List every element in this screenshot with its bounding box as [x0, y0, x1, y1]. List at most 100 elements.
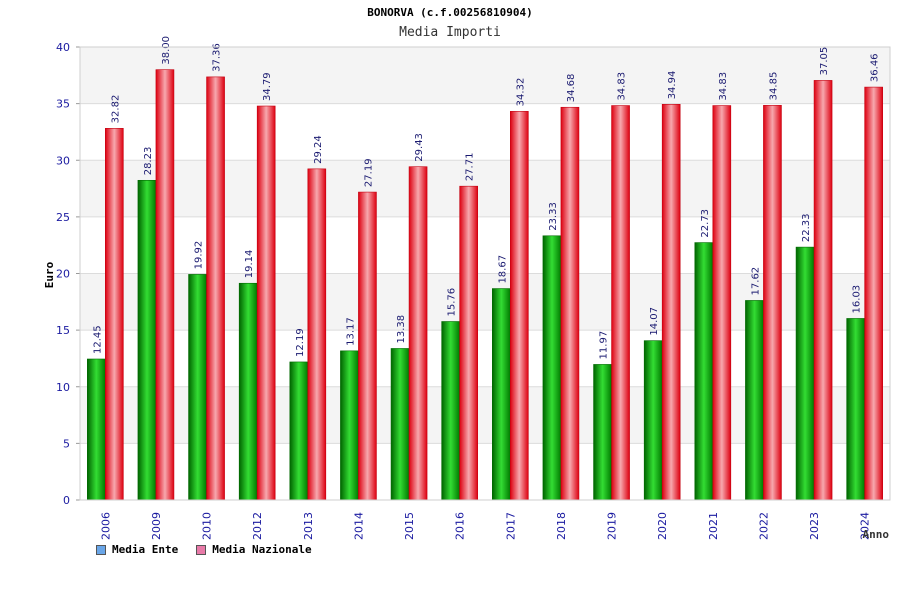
bar-media-nazionale-2016	[459, 185, 478, 501]
x-tick-label-2014: 2014	[352, 512, 365, 540]
value-label-media-ente-2024: 16.03	[852, 285, 863, 314]
value-label-media-ente-2010: 19.92	[194, 241, 205, 270]
value-label-media-ente-2017: 18.67	[497, 255, 508, 284]
value-label-media-ente-2009: 28.23	[143, 147, 154, 176]
bar-media-nazionale-2009	[155, 69, 175, 501]
value-label-media-nazionale-2024: 36.46	[870, 53, 881, 82]
legend-item-media-nazionale: Media Nazionale	[196, 543, 312, 556]
bar-media-ente-2016	[441, 321, 460, 501]
bar-media-ente-2020	[643, 340, 663, 501]
bar-media-ente-2006	[87, 358, 106, 501]
bar-media-nazionale-2023	[813, 80, 833, 501]
bar-media-nazionale-2006	[105, 128, 124, 501]
bar-media-ente-2012	[238, 282, 258, 501]
value-label-media-nazionale-2018: 34.68	[566, 74, 577, 103]
x-tick-label-2024: 2024	[859, 512, 872, 540]
value-label-media-nazionale-2021: 34.83	[718, 72, 729, 101]
x-tick-label-2020: 2020	[656, 512, 669, 540]
bar-media-ente-2013	[289, 361, 309, 501]
x-tick-label-2016: 2016	[454, 512, 467, 540]
bar-media-ente-2021	[694, 242, 714, 501]
bar-media-ente-2019	[593, 364, 612, 501]
legend-swatch-media-ente	[96, 544, 106, 555]
bar-media-ente-2014	[340, 350, 359, 501]
value-label-media-nazionale-2006: 32.82	[110, 95, 121, 124]
x-tick-label-2019: 2019	[606, 512, 619, 540]
legend-label-media-nazionale: Media Nazionale	[212, 543, 312, 556]
bar-media-nazionale-2017	[510, 111, 529, 501]
value-label-media-nazionale-2020: 34.94	[667, 71, 678, 100]
y-tick-label: 15	[56, 324, 70, 337]
value-label-media-nazionale-2019: 34.83	[617, 72, 628, 101]
y-tick-label: 25	[56, 211, 70, 224]
x-tick-label-2017: 2017	[504, 512, 517, 540]
value-label-media-nazionale-2017: 34.32	[515, 78, 526, 107]
x-tick-label-2013: 2013	[302, 512, 315, 540]
bar-media-nazionale-2019	[611, 105, 630, 501]
bar-media-ente-2024	[846, 318, 865, 501]
bar-media-nazionale-2014	[358, 191, 377, 501]
x-axis-label: Anno	[863, 528, 890, 541]
value-label-media-ente-2016: 15.76	[447, 288, 458, 317]
bar-media-ente-2010	[188, 274, 207, 501]
value-label-media-ente-2014: 13.17	[345, 317, 356, 346]
bar-media-nazionale-2015	[408, 166, 428, 501]
value-label-media-ente-2021: 22.73	[700, 209, 711, 238]
bar-media-ente-2022	[745, 300, 764, 501]
y-axis-label: Euro	[43, 261, 56, 288]
value-label-media-ente-2018: 23.33	[548, 202, 559, 231]
legend-label-media-ente: Media Ente	[112, 543, 179, 556]
bar-group	[87, 69, 883, 501]
chart-subtitle: Media Importi	[399, 25, 501, 40]
value-label-media-ente-2019: 11.97	[599, 331, 610, 360]
value-label-media-nazionale-2022: 34.85	[768, 72, 779, 101]
bar-media-ente-2018	[542, 235, 562, 501]
bar-media-nazionale-2012	[256, 105, 276, 501]
y-tick-label: 35	[56, 98, 70, 111]
y-tick-label: 40	[56, 41, 70, 54]
value-label-media-ente-2015: 13.38	[396, 315, 407, 344]
y-tick-label: 30	[56, 154, 70, 167]
legend: Media Ente Media Nazionale	[96, 543, 312, 556]
value-label-media-nazionale-2013: 29.24	[313, 135, 324, 164]
legend-item-media-ente: Media Ente	[96, 543, 178, 556]
x-tick-label-2022: 2022	[757, 512, 770, 540]
x-tick-label-2021: 2021	[707, 512, 720, 540]
value-label-media-ente-2006: 12.45	[92, 325, 103, 354]
x-tick-label-2010: 2010	[201, 512, 214, 540]
value-label-media-nazionale-2015: 29.43	[414, 133, 425, 162]
x-tick-label-2018: 2018	[555, 512, 568, 540]
x-tick-label-2009: 2009	[150, 512, 163, 540]
value-label-media-nazionale-2023: 37.05	[819, 47, 830, 76]
bar-media-nazionale-2021	[712, 105, 732, 501]
x-tick-label-2015: 2015	[403, 512, 416, 540]
y-tick-label: 10	[56, 381, 70, 394]
x-tick-label-2006: 2006	[99, 512, 112, 540]
value-label-media-ente-2022: 17.62	[750, 267, 761, 296]
x-tick-label-2012: 2012	[251, 512, 264, 540]
value-label-media-ente-2023: 22.33	[801, 213, 812, 242]
bar-media-ente-2023	[795, 246, 815, 501]
bar-media-nazionale-2022	[763, 105, 782, 501]
value-label-media-ente-2020: 14.07	[649, 307, 660, 336]
bar-media-nazionale-2013	[307, 168, 327, 501]
bar-media-ente-2015	[390, 348, 410, 501]
x-tick-label-2023: 2023	[808, 512, 821, 540]
value-label-media-nazionale-2016: 27.71	[465, 153, 476, 182]
data-labels: 12.45 32.82 28.23 38.00 19.92 37.36 19.14 34.79…	[92, 36, 880, 359]
value-label-media-nazionale-2012: 34.79	[262, 72, 273, 101]
y-tick-label: 5	[63, 437, 70, 450]
plot-frame	[79, 46, 891, 501]
chart-title: BONORVA (c.f.00256810904)	[367, 6, 533, 19]
bar-media-nazionale-2018	[560, 106, 580, 501]
bar-media-nazionale-2010	[206, 76, 225, 501]
value-label-media-ente-2013: 12.19	[295, 328, 306, 357]
bar-media-nazionale-2020	[661, 104, 681, 501]
bar-media-ente-2017	[492, 288, 511, 501]
bar-media-nazionale-2024	[864, 86, 883, 501]
value-label-media-nazionale-2010: 37.36	[212, 43, 223, 72]
y-tick-label: 0	[63, 494, 70, 507]
y-tick-label: 20	[56, 268, 70, 281]
value-label-media-nazionale-2014: 27.19	[363, 158, 374, 187]
